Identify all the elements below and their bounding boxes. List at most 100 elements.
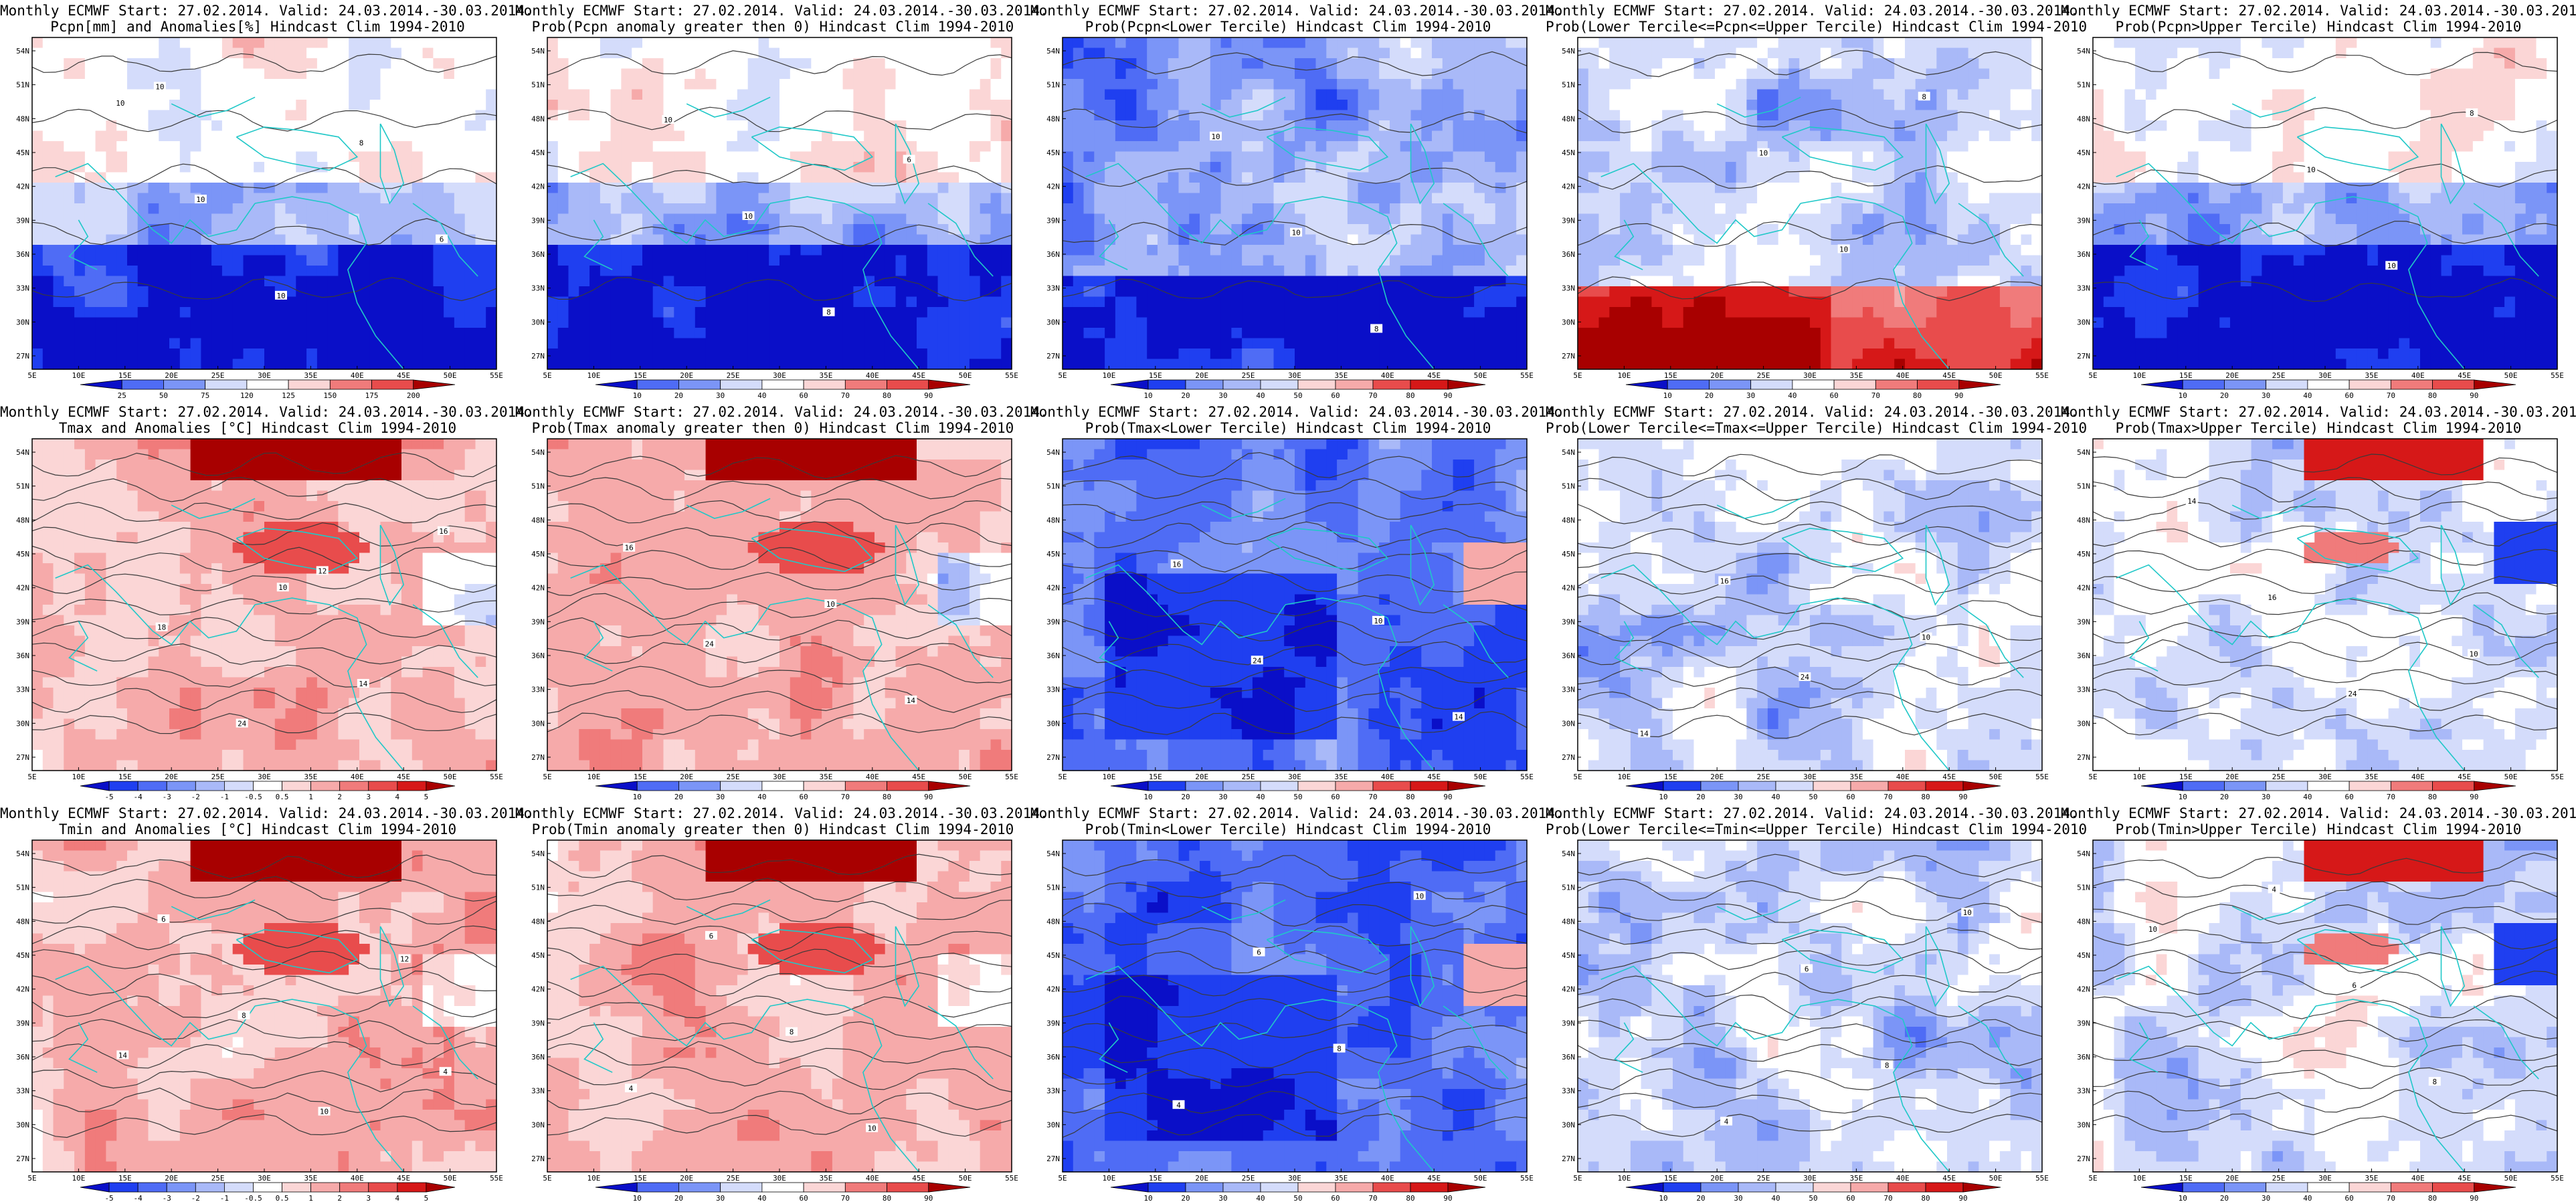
contour-label-bg: [1210, 131, 1222, 140]
contour-label: 10: [1839, 245, 1848, 254]
colorbar-label: 120: [240, 391, 254, 400]
contour-lines: [547, 50, 1012, 302]
contour-line: [31, 995, 497, 1019]
contour-label: 10: [196, 195, 205, 204]
contour-label: 10: [276, 292, 285, 300]
lon-tick-label: 5E: [543, 371, 551, 380]
coast-path: [1099, 621, 1128, 672]
lat-tick-label: 51N: [2077, 482, 2090, 491]
colorbar-label: 40: [757, 793, 766, 801]
lon-tick-label: 25E: [1757, 773, 1770, 781]
lat-tick-label: 42N: [1046, 584, 1060, 593]
lon-tick-label: 25E: [1242, 1174, 1255, 1183]
lon-tick-label: 50E: [2504, 371, 2518, 380]
map-svg: 10 14 16 24 54N 51N 48N 45N 42N 39N 36N 33N 30N 27N 5E…: [1562, 438, 2049, 801]
colorbar-label: 30: [2262, 1194, 2270, 1203]
colorbar-label: 90: [2470, 391, 2478, 400]
lon-tick-label: 30E: [2318, 773, 2332, 781]
coast-path: [412, 604, 478, 678]
colorbar-swatch: [108, 1182, 139, 1193]
contour-line: [1577, 713, 2043, 739]
colorbar-label: 10: [633, 793, 642, 801]
colorbar-label: 20: [1181, 391, 1190, 400]
colorbar-swatch: [1222, 379, 1261, 390]
colorbar-swatch: [1700, 1182, 1739, 1193]
coast-path: [2473, 1005, 2539, 1080]
colorbar-swatch: [2349, 781, 2391, 791]
contour-label: 10: [1963, 908, 1972, 917]
lat-tick-label: 45N: [531, 148, 545, 157]
lat-tick-label: 51N: [531, 81, 545, 90]
lon-tick-label: 50E: [444, 1174, 457, 1183]
map-field: [1578, 37, 2043, 370]
contour-line: [31, 1019, 497, 1045]
colorbar-swatch: [397, 781, 427, 791]
lon-tick-label: 55E: [2035, 371, 2049, 380]
contour-line: [2092, 712, 2558, 736]
contour-line: [1577, 1114, 2043, 1137]
contour-label-bg: [2385, 261, 2398, 270]
map-panel-pcpn-5: Monthly ECMWF Start: 27.02.2014. Valid: …: [2061, 0, 2576, 401]
colorbar-swatch: [1260, 1182, 1299, 1193]
colorbar-label: -3: [163, 793, 171, 801]
lon-tick-label: 15E: [118, 773, 132, 781]
colorbar-swatch: [195, 781, 225, 791]
colorbar-swatch: [1813, 781, 1851, 791]
colorbar-label: 10: [1143, 793, 1152, 801]
panel-title-line1: Monthly ECMWF Start: 27.02.2014. Valid: …: [1030, 404, 1564, 420]
contour-label: 10: [1922, 633, 1930, 642]
contour-line: [1577, 49, 2043, 78]
coast-path: [2473, 203, 2539, 277]
contour-line: [1062, 1067, 1528, 1090]
colorbar-label: 80: [1406, 793, 1414, 801]
colorbar-label: 20: [1705, 391, 1714, 400]
coast-path: [2129, 621, 2158, 672]
contour-label-bg: [2305, 165, 2318, 174]
lon-tick-label: 10E: [72, 371, 85, 380]
lat-tick-label: 45N: [1562, 550, 1575, 559]
contour-line: [31, 854, 497, 880]
lon-tick-label: 35E: [1334, 371, 1348, 380]
lon-tick-label: 25E: [1242, 773, 1255, 781]
colorbar-label: 60: [799, 391, 808, 400]
contour-line: [1062, 641, 1528, 666]
colorbar-label: 60: [2344, 793, 2353, 801]
colorbar-label: 10: [2179, 1194, 2187, 1203]
colorbar-swatch: [2307, 781, 2350, 791]
lon-tick-label: 45E: [397, 371, 410, 380]
colorbar-swatch: [1958, 379, 2001, 390]
colorbar-swatch: [803, 1182, 846, 1193]
lon-tick-label: 15E: [1149, 1174, 1162, 1183]
colorbar-swatch: [1372, 781, 1411, 791]
colorbar-swatch: [1372, 379, 1411, 390]
lon-tick-label: 30E: [258, 371, 271, 380]
colorbar-swatch: [595, 379, 638, 390]
contour-label: 4: [2272, 885, 2276, 894]
lat-tick-label: 39N: [2077, 216, 2090, 225]
lon-tick-label: 15E: [1664, 371, 1677, 380]
contour-label: 10: [867, 1124, 876, 1133]
lat-tick-label: 51N: [16, 482, 29, 491]
contour-label-bg: [1918, 92, 1930, 101]
colorbar: 10 20 30 40 60 70 80 90: [2140, 379, 2516, 400]
panel-title-line2: Prob(Pcpn anomaly greater then 0) Hindca…: [515, 19, 1030, 35]
colorbar-swatch: [844, 379, 887, 390]
colorbar-swatch: [2224, 379, 2267, 390]
coast-path: [1614, 1022, 1643, 1073]
coast-path: [1085, 965, 1286, 1047]
contour-label: 10: [1415, 892, 1424, 900]
coast-path: [1716, 899, 1801, 920]
colorbar-label: 80: [1913, 391, 1922, 400]
lon-tick-label: 40E: [866, 1174, 879, 1183]
lat-tick-label: 30N: [2077, 318, 2090, 326]
colorbar-label: 5: [424, 1194, 429, 1203]
colorbar-swatch: [205, 379, 248, 390]
lat-tick-label: 54N: [1562, 849, 1575, 858]
colorbar-swatch: [80, 379, 122, 390]
colorbar-swatch: [2182, 1182, 2225, 1193]
colorbar-label: -4: [134, 1194, 143, 1203]
contour-line: [547, 1114, 1012, 1137]
colorbar-label: 80: [2428, 391, 2437, 400]
contour-line: [31, 617, 497, 642]
coast-path: [1410, 926, 1435, 1007]
